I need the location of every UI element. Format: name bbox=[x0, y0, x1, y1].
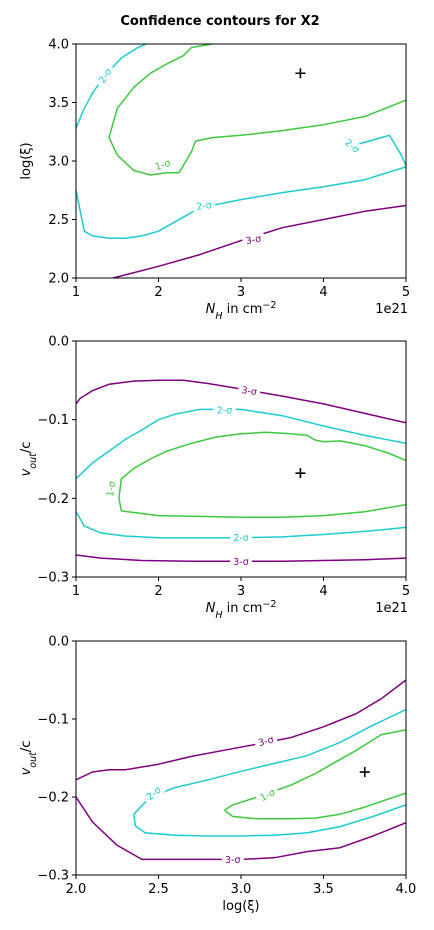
contour-label-text: 3-σ bbox=[245, 234, 262, 248]
figure-title: Confidence contours for X2 bbox=[120, 14, 319, 29]
contour-label-text: 3-σ bbox=[233, 557, 249, 568]
y-tick-label: 2.0 bbox=[48, 272, 69, 287]
contour-one-sigma-line bbox=[108, 44, 213, 176]
contour-one-sigma-line bbox=[178, 99, 406, 174]
contour-label: 2-σ bbox=[340, 134, 365, 158]
contour-label: 3-σ bbox=[241, 231, 266, 248]
y-tick-label: 3.5 bbox=[48, 96, 69, 111]
contour-two-sigma-line bbox=[133, 804, 406, 837]
y-tick-label: 2.5 bbox=[48, 213, 69, 228]
contour-label-text: 1-σ bbox=[105, 481, 118, 498]
best-fit-marker bbox=[295, 68, 306, 79]
x-tick-label: 4 bbox=[319, 285, 327, 300]
contour-label-text: 3-σ bbox=[225, 855, 241, 866]
x-tick-label: 4 bbox=[319, 584, 327, 599]
contour-label-text: 3-σ bbox=[241, 385, 258, 398]
panel-3: 3-σ2-σ 1-σ3-σ2.0 2.5 3.0 3.5 4.0−0.3−0.2−0.10… bbox=[19, 635, 416, 915]
contour-lines bbox=[76, 44, 406, 278]
contour-two-sigma-line bbox=[76, 408, 406, 480]
contour-two-sigma-line bbox=[348, 134, 406, 166]
x-offset-label: 1e21 bbox=[375, 302, 408, 317]
panel-1: 2-σ2-σ2-σ1-σ3-σ1 2 3 4 52.02.53.03.54.0NH in… bbox=[19, 38, 410, 322]
contour-label: 3-σ bbox=[253, 732, 278, 750]
contour-two-sigma-line bbox=[76, 511, 406, 539]
contour-label-text: 1-σ bbox=[154, 158, 172, 173]
contour-label: 1-σ bbox=[150, 155, 175, 174]
panel-2: 3-σ 2-σ 1-σ 2-σ 3-σ 1 2 3 4 5 −0.3 −0.2 −0.1 0.0 NH in… bbox=[19, 335, 410, 621]
contour-label: 2-σ bbox=[230, 531, 252, 544]
contour-label: 2-σ bbox=[192, 198, 216, 213]
x-tick-label: 1 bbox=[72, 584, 80, 599]
contour-lines bbox=[76, 679, 406, 861]
y-tick-label: 0.0 bbox=[48, 335, 69, 350]
contour-label: 1-σ bbox=[103, 477, 118, 501]
contour-three-sigma-line bbox=[76, 679, 406, 781]
x-tick-label: 3.0 bbox=[231, 882, 252, 897]
axes-frame bbox=[75, 640, 407, 876]
contour-one-sigma-line bbox=[224, 729, 406, 811]
contour-label: 3-σ bbox=[221, 853, 244, 866]
x-tick-label: 3 bbox=[237, 285, 245, 300]
x-axis-label: NH in cm−2 bbox=[206, 300, 277, 322]
contour-label-text: 3-σ bbox=[257, 734, 275, 749]
x-tick-label: 2.0 bbox=[66, 882, 87, 897]
best-fit-marker bbox=[295, 468, 306, 479]
y-tick-label: −0.2 bbox=[37, 791, 69, 806]
contour-two-sigma-line bbox=[76, 166, 406, 239]
contour-label: 3-σ bbox=[230, 555, 252, 568]
contour-label: 2-σ bbox=[213, 404, 236, 417]
x-tick-label: 1 bbox=[72, 285, 80, 300]
x-tick-label: 5 bbox=[402, 584, 410, 599]
contour-one-sigma-line bbox=[224, 792, 406, 820]
y-tick-label: 0.0 bbox=[48, 635, 69, 650]
x-tick-label: 2 bbox=[154, 285, 162, 300]
y-tick-label: −0.1 bbox=[37, 713, 69, 728]
x-tick-label: 3 bbox=[237, 584, 245, 599]
y-tick-label: −0.2 bbox=[37, 492, 69, 507]
y-tick-label: −0.3 bbox=[37, 571, 69, 586]
contour-label: 1-σ bbox=[254, 784, 280, 806]
contour-label-text: 2-σ bbox=[196, 200, 213, 213]
y-tick-label: −0.3 bbox=[37, 869, 69, 884]
x-tick-label: 4.0 bbox=[396, 882, 417, 897]
y-axis-label: log(ξ) bbox=[19, 142, 34, 179]
contour-one-sigma-line bbox=[118, 498, 406, 518]
contour-label-text: 2-σ bbox=[217, 406, 233, 417]
best-fit-marker bbox=[359, 767, 370, 778]
y-axis-label: vout/c bbox=[19, 442, 39, 477]
x-offset-label: 1e21 bbox=[375, 601, 408, 616]
y-tick-label: −0.1 bbox=[37, 413, 69, 428]
contour-label-text: 2-σ bbox=[233, 533, 249, 544]
x-axis-label: NH in cm−2 bbox=[206, 599, 277, 621]
y-axis-label: vout/c bbox=[19, 741, 39, 776]
x-tick-label: 2 bbox=[154, 584, 162, 599]
x-tick-label: 5 bbox=[402, 285, 410, 300]
y-tick-label: 3.0 bbox=[48, 155, 69, 170]
y-tick-label: 4.0 bbox=[48, 38, 69, 53]
contour-three-sigma-line bbox=[76, 379, 406, 424]
contour-one-sigma-line bbox=[118, 431, 406, 499]
contour-three-sigma-line bbox=[76, 796, 406, 861]
contour-label: 3-σ bbox=[237, 383, 262, 398]
x-axis-label: log(ξ) bbox=[222, 899, 259, 914]
x-tick-label: 2.5 bbox=[148, 882, 169, 897]
x-tick-label: 3.5 bbox=[313, 882, 334, 897]
axes-frame bbox=[75, 43, 407, 279]
